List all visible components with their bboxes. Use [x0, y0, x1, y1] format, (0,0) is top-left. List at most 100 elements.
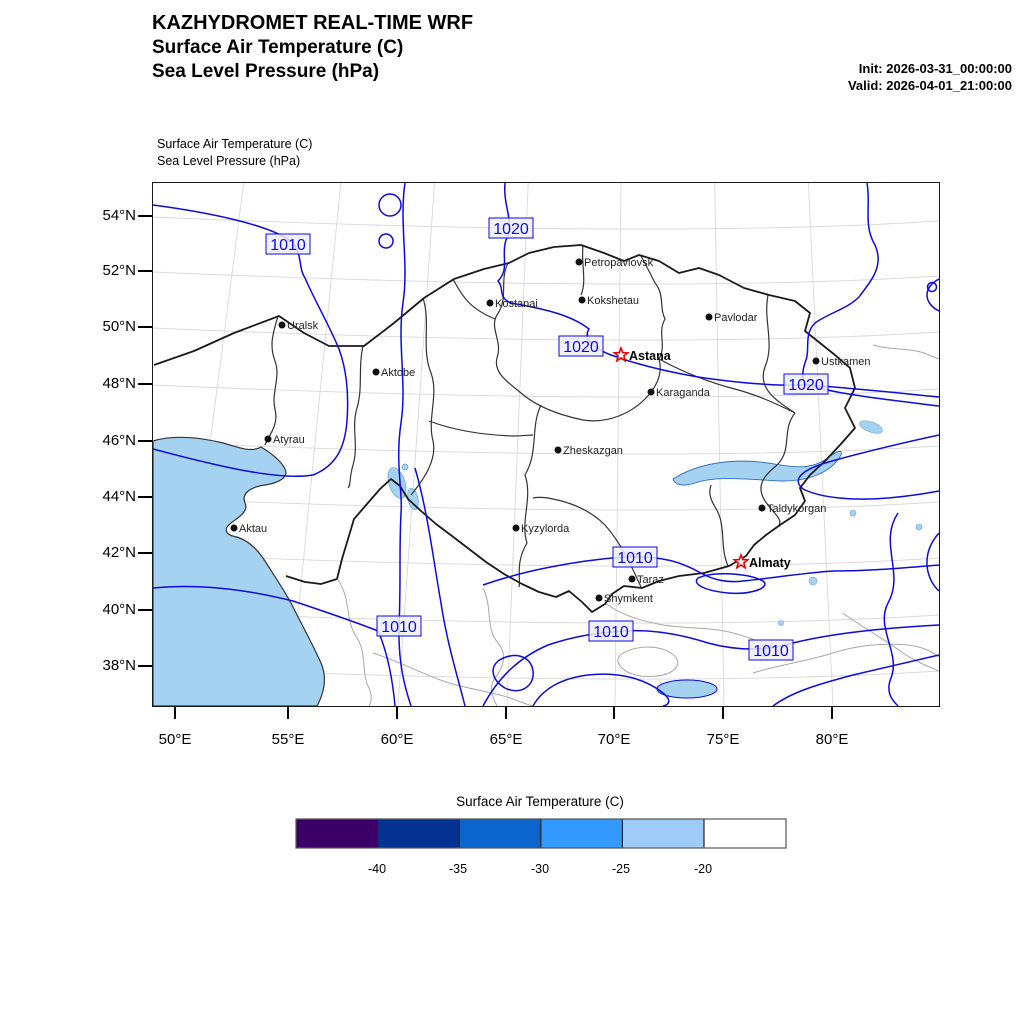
lat-tick: [138, 215, 152, 217]
plot-variable-labels: Surface Air Temperature (C) Sea Level Pr…: [157, 136, 312, 170]
lon-tick: [396, 706, 398, 719]
city-label: Kokshetau: [587, 295, 639, 307]
capital-label: Almaty: [749, 556, 791, 570]
city-marker: Petropavlovsk: [575, 257, 654, 269]
lat-tick: [138, 383, 152, 385]
map-frame: 1010 1020 1020 1020 1010 1010 1010 1010 …: [152, 182, 940, 707]
isobar-contour: [496, 182, 940, 398]
isobar-label-text: 1010: [617, 550, 653, 567]
city-marker: Aktobe: [372, 367, 415, 379]
colorbar-tick-label: -30: [530, 862, 550, 876]
isobar-contour: [378, 193, 402, 217]
city-marker: Atyrau: [264, 434, 305, 446]
capital-marker: Almaty: [732, 552, 791, 570]
city-label: Karaganda: [656, 387, 711, 399]
city-marker: Kyzylorda: [512, 523, 570, 535]
lon-label: 60°E: [380, 731, 414, 748]
lon-label: 80°E: [815, 731, 849, 748]
caspian-sea: [152, 436, 326, 707]
isobar-label-text: 1010: [753, 643, 789, 660]
lon-tick: [722, 706, 724, 719]
isobar-label: 1010: [376, 615, 422, 637]
isobar-label: 1010: [748, 639, 794, 661]
lat-label: 46°N: [102, 432, 136, 449]
city-label: Atyrau: [273, 434, 305, 446]
isobar-label-box: [588, 620, 634, 642]
lat-label: 40°N: [102, 601, 136, 618]
isobar-contour: [482, 624, 940, 707]
lon-tick: [613, 706, 615, 719]
city-dot-icon: [705, 313, 713, 321]
isobar-label: 1010: [612, 546, 658, 568]
city-label: Shymkent: [604, 593, 653, 605]
city-dot-icon: [554, 446, 562, 454]
lat-label: 54°N: [102, 207, 136, 224]
city-marker: Taraz: [628, 574, 664, 586]
city-dot-icon: [372, 368, 380, 376]
isobar-label-text: 1010: [270, 237, 306, 254]
isobar-label-box: [265, 233, 311, 255]
colorbar-tick-label: -20: [693, 862, 713, 876]
city-marker: Shymkent: [595, 593, 653, 605]
page-title: KAZHYDROMET REAL-TIME WRF: [152, 12, 474, 34]
city-dot-icon: [758, 504, 766, 512]
isobar-label: 1010: [265, 233, 311, 255]
lon-tick: [174, 706, 176, 719]
lat-tick: [138, 496, 152, 498]
water-bodies: [152, 420, 923, 707]
city-dot-icon: [264, 435, 272, 443]
lat-tick: [138, 270, 152, 272]
header-title-block: KAZHYDROMET REAL-TIME WRF Surface Air Te…: [152, 11, 473, 84]
city-label: Taldykorgan: [767, 503, 826, 515]
isobar-label: 1020: [488, 217, 534, 239]
city-label: Uralsk: [287, 320, 319, 332]
city-label: Petropavlovsk: [584, 257, 654, 269]
lat-label: 50°N: [102, 318, 136, 335]
isobar-label-box: [488, 217, 534, 239]
city-marker: Zheskazgan: [554, 445, 623, 457]
isobar-label-text: 1020: [788, 377, 824, 394]
lon-label: 75°E: [706, 731, 740, 748]
isobar-label-text: 1020: [493, 221, 529, 238]
title-field-pressure: Sea Level Pressure (hPa): [152, 61, 380, 82]
city-dot-icon: [230, 524, 238, 532]
lon-tick: [831, 706, 833, 719]
lat-label: 44°N: [102, 488, 136, 505]
city-dot-icon: [486, 299, 494, 307]
colorbar-segment: [377, 819, 460, 848]
colorbar-segment: [459, 819, 541, 848]
lat-label: 52°N: [102, 262, 136, 279]
isobar-contour: [152, 585, 396, 707]
isobar-contour: [695, 572, 766, 595]
colorbar-outline: [295, 818, 787, 849]
colorbar-tick-label: -40: [367, 862, 387, 876]
city-label: Zheskazgan: [563, 445, 623, 457]
city-marker: Kokshetau: [578, 295, 639, 307]
city-markers: Petropavlovsk Kostanai Kokshetau Pavloda…: [230, 257, 871, 605]
isobar-label-box: [376, 615, 422, 637]
city-dot-icon: [578, 296, 586, 304]
lat-tick: [138, 552, 152, 554]
lon-label: 70°E: [597, 731, 631, 748]
lat-tick: [138, 665, 152, 667]
small-lakes: [760, 420, 923, 658]
city-marker: Pavlodar: [705, 312, 758, 324]
lon-label: 65°E: [489, 731, 523, 748]
isobar-label-text: 1010: [381, 619, 417, 636]
isobar-contour: [883, 512, 899, 707]
isobar-label: 1020: [783, 373, 829, 395]
overlay-line-pressure: Sea Level Pressure (hPa): [157, 154, 301, 168]
colorbar-segment: [540, 819, 623, 848]
city-marker: Taldykorgan: [758, 503, 826, 515]
city-dot-icon: [647, 388, 655, 396]
lon-label: 50°E: [158, 731, 192, 748]
isobar-contour: [772, 654, 940, 707]
isobar-label-text: 1010: [593, 624, 629, 641]
city-marker: Aktau: [230, 523, 267, 535]
isobar-label-box: [558, 335, 604, 357]
capital-label: Astana: [629, 349, 672, 363]
lon-tick: [505, 706, 507, 719]
lon-label: 55°E: [271, 731, 305, 748]
city-dot-icon: [512, 524, 520, 532]
city-dot-icon: [628, 575, 636, 583]
